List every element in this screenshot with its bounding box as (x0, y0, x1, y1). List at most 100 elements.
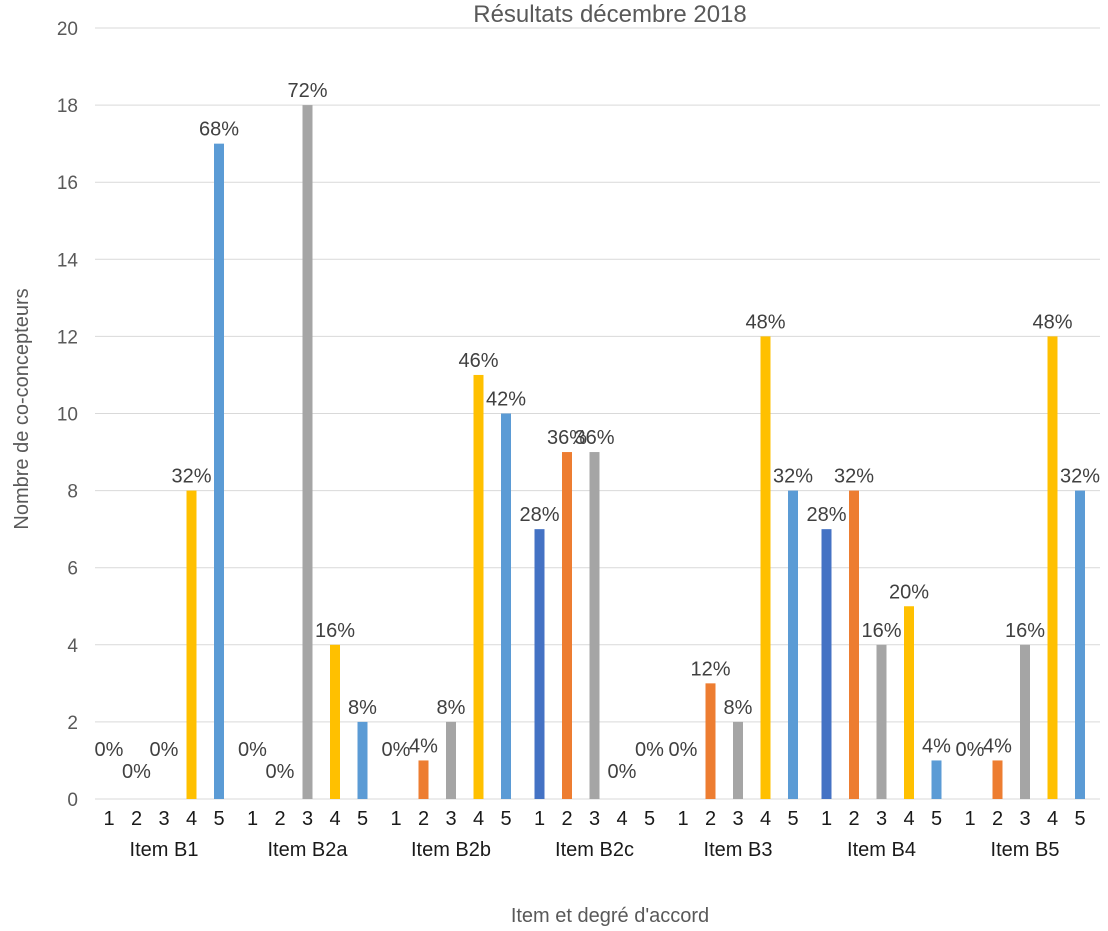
bar (733, 721, 743, 799)
data-label: 0% (608, 761, 637, 783)
bar (849, 490, 859, 799)
x-category-label: 5 (1074, 808, 1085, 830)
bar (330, 644, 340, 799)
data-label: 0% (122, 761, 151, 783)
bars (186, 105, 1085, 800)
data-label: 0% (238, 739, 267, 761)
x-category-label: 3 (158, 808, 169, 830)
x-category-label: 3 (732, 808, 743, 830)
y-tick-label: 6 (67, 559, 78, 580)
x-category-label: 3 (445, 808, 456, 830)
bar (904, 606, 914, 799)
bar (302, 105, 313, 800)
y-axis-title: Nombre de co-concepteurs (11, 288, 33, 529)
x-axis-groups: Item B1 Item B2a Item B2b Item B2c Item B3 It… (130, 839, 1060, 861)
x-group-label: Item B2b (411, 839, 491, 861)
bar (1047, 336, 1058, 799)
data-label: 4% (983, 735, 1012, 757)
x-group-label: Item B2a (267, 839, 348, 861)
x-category-label: 1 (534, 808, 545, 830)
x-category-label: 3 (302, 808, 313, 830)
bar (589, 452, 600, 799)
x-category-label: 1 (247, 808, 258, 830)
bar (534, 529, 545, 799)
bar (821, 529, 832, 799)
data-label: 0% (95, 739, 124, 761)
bar (473, 374, 484, 799)
bar (562, 452, 572, 799)
data-label: 68% (199, 119, 239, 141)
data-label: 0% (382, 739, 411, 761)
x-category-label: 5 (931, 808, 942, 830)
data-label: 20% (889, 581, 929, 603)
x-category-label: 1 (677, 808, 688, 830)
y-tick-label: 2 (67, 713, 78, 734)
x-category-label: 5 (787, 808, 798, 830)
data-label: 4% (922, 735, 951, 757)
bar (992, 760, 1003, 799)
data-label: 36% (547, 427, 587, 449)
x-category-label: 5 (357, 808, 368, 830)
chart-title: Résultats décembre 2018 (473, 1, 747, 28)
data-label: 42% (486, 389, 526, 411)
data-label: 32% (773, 466, 813, 488)
data-label: 8% (348, 697, 377, 719)
data-label: 46% (458, 350, 498, 372)
x-group-label: Item B5 (991, 839, 1060, 861)
x-category-label: 5 (644, 808, 655, 830)
x-group-label: Item B3 (704, 839, 773, 861)
x-category-label: 4 (903, 808, 914, 830)
y-tick-label: 8 (67, 482, 78, 503)
bar (418, 760, 429, 799)
data-label: 32% (1060, 466, 1100, 488)
x-category-label: 5 (213, 808, 224, 830)
y-tick-label: 10 (57, 405, 78, 426)
data-label: 16% (315, 620, 355, 642)
data-label: 36% (574, 427, 614, 449)
x-group-label: Item B1 (130, 839, 199, 861)
x-category-label: 2 (561, 808, 572, 830)
y-tick-label: 20 (57, 19, 78, 40)
x-category-label: 1 (103, 808, 114, 830)
data-label: 32% (834, 466, 874, 488)
bar (760, 336, 771, 799)
bar (357, 721, 368, 799)
x-category-label: 2 (848, 808, 859, 830)
bar (186, 490, 197, 799)
y-axis-ticks: 0 2 4 6 8 10 12 14 16 18 20 (57, 19, 79, 811)
data-label: 8% (437, 697, 466, 719)
x-category-label: 4 (473, 808, 484, 830)
x-group-label: Item B4 (847, 839, 916, 861)
data-label: 28% (806, 504, 846, 526)
x-category-label: 3 (589, 808, 600, 830)
x-category-label: 4 (329, 808, 340, 830)
x-category-label: 2 (418, 808, 429, 830)
y-tick-label: 16 (57, 173, 78, 194)
x-category-label: 1 (821, 808, 832, 830)
y-tick-label: 4 (67, 636, 78, 657)
x-group-label: Item B2c (555, 839, 634, 861)
y-tick-label: 0 (67, 790, 78, 811)
data-label: 0% (266, 761, 295, 783)
x-category-label: 3 (876, 808, 887, 830)
data-label: 48% (1032, 311, 1072, 333)
x-category-label: 2 (274, 808, 285, 830)
x-category-label: 2 (992, 808, 1003, 830)
y-tick-label: 12 (57, 327, 78, 348)
data-label: 0% (150, 739, 179, 761)
x-category-label: 3 (1019, 808, 1030, 830)
data-labels: 0%0%0%32%68%0%0%72%16%8%0%4%8%46%42%28%3… (95, 80, 1101, 783)
data-label: 4% (409, 735, 438, 757)
y-tick-label: 14 (57, 250, 79, 271)
x-category-label: 4 (760, 808, 771, 830)
data-label: 28% (519, 504, 559, 526)
data-label: 0% (669, 739, 698, 761)
data-label: 48% (745, 311, 785, 333)
x-category-label: 5 (500, 808, 511, 830)
bar (501, 413, 511, 799)
data-label: 8% (724, 697, 753, 719)
bar (931, 760, 942, 799)
x-category-label: 4 (186, 808, 197, 830)
